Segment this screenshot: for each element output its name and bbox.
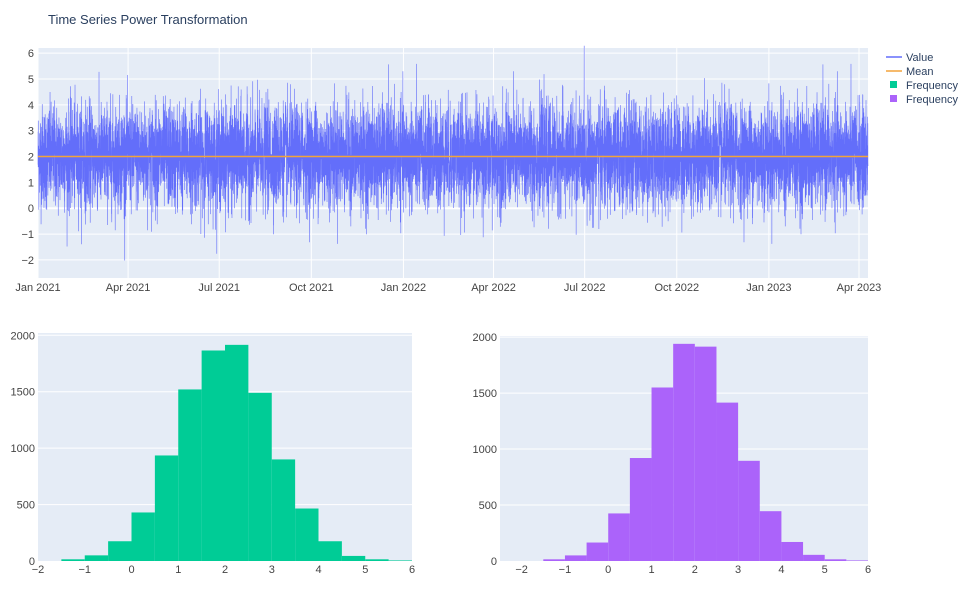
x-tick-label: 5 xyxy=(822,564,828,576)
histogram-left: 0 500 1000 1500 2000 −2 −1 0 1 2 3 4 5 6 xyxy=(11,330,416,576)
histogram-bar xyxy=(651,387,674,561)
legend-label: Frequency xyxy=(906,94,958,106)
chart-title: Time Series Power Transformation xyxy=(48,12,248,27)
histogram-bar xyxy=(295,508,319,561)
histogram-bar xyxy=(803,554,825,561)
x-tick-label: Oct 2021 xyxy=(289,282,334,294)
y-tick-label: 3 xyxy=(28,126,34,138)
x-tick-label: 2 xyxy=(692,564,698,576)
y-tick-label: 4 xyxy=(28,100,34,112)
x-tick-label: −1 xyxy=(559,564,572,576)
x-tick-label: Jan 2022 xyxy=(381,282,426,294)
y-tick-label: 2000 xyxy=(473,332,497,344)
y-tick-label: 5 xyxy=(28,74,34,86)
histogram-bar xyxy=(846,560,868,561)
y-tick-label: 6 xyxy=(28,48,34,60)
x-tick-label: 0 xyxy=(605,564,611,576)
y-tick-label: 0 xyxy=(491,556,497,568)
histogram-bar xyxy=(564,555,587,561)
legend-item: Frequency xyxy=(890,80,958,92)
x-tick-label: 6 xyxy=(865,564,871,576)
histogram-bar xyxy=(131,512,155,561)
x-tick-label: −1 xyxy=(78,564,91,576)
histogram-bar xyxy=(824,559,847,561)
histogram-bar xyxy=(586,542,609,561)
histogram-bar xyxy=(318,541,342,561)
x-tick-label: Apr 2021 xyxy=(106,282,151,294)
x-tick-label: Apr 2022 xyxy=(471,282,516,294)
legend-label: Value xyxy=(906,52,933,64)
histogram-bar xyxy=(365,559,389,561)
histogram-bar xyxy=(84,555,109,561)
y-tick-label: −2 xyxy=(21,255,34,267)
x-tick-label: 4 xyxy=(778,564,784,576)
y-tick-label: −1 xyxy=(21,229,34,241)
timeseries-plot: Jan 2021 Apr 2021 Jul 2021 Oct 2021 Jan 2022… xyxy=(15,45,882,294)
y-tick-label: 1500 xyxy=(11,387,35,399)
x-tick-label: −2 xyxy=(32,564,45,576)
histogram-bar xyxy=(341,555,366,561)
histogram-bar xyxy=(108,541,132,561)
legend-item: Mean xyxy=(886,66,934,78)
y-tick-label: 500 xyxy=(479,500,497,512)
histogram-bar xyxy=(248,392,272,561)
y-tick-label: 1000 xyxy=(473,444,497,456)
x-tick-label: 6 xyxy=(409,564,415,576)
legend-box-swatch xyxy=(890,95,897,102)
x-tick-label: 0 xyxy=(128,564,134,576)
x-tick-label: 3 xyxy=(735,564,741,576)
x-tick-label: Jan 2023 xyxy=(746,282,791,294)
legend-item: Value xyxy=(886,52,933,64)
histogram-bar xyxy=(738,460,760,561)
legend-box-swatch xyxy=(890,81,897,88)
y-tick-label: 500 xyxy=(17,500,35,512)
x-tick-label: Oct 2022 xyxy=(654,282,699,294)
histogram-right: 0 500 1000 1500 2000 −2 −1 0 1 2 3 4 5 6 xyxy=(473,332,872,576)
histogram-bar xyxy=(271,459,296,561)
y-tick-label: 2000 xyxy=(11,330,35,342)
histogram-bar xyxy=(154,455,179,561)
histogram-bar xyxy=(388,560,412,561)
histogram-bar xyxy=(178,389,202,561)
x-tick-label: −2 xyxy=(515,564,528,576)
histogram-bar xyxy=(781,541,804,561)
y-tick-label: 1 xyxy=(28,177,34,189)
x-tick-label: 5 xyxy=(362,564,368,576)
histogram-bar xyxy=(201,350,225,561)
histogram-bar xyxy=(543,559,565,561)
legend-label: Frequency xyxy=(906,80,958,92)
histogram-bar xyxy=(61,559,85,561)
histogram-bar xyxy=(673,343,695,561)
legend-item: Frequency xyxy=(890,94,958,106)
x-tick-label: 4 xyxy=(315,564,321,576)
x-tick-label: 1 xyxy=(175,564,181,576)
x-tick-label: Jan 2021 xyxy=(15,282,60,294)
y-tick-label: 2 xyxy=(28,152,34,164)
y-tick-label: 0 xyxy=(28,203,34,215)
histogram-bar xyxy=(694,346,717,561)
histogram-bar xyxy=(608,513,630,561)
histogram-bar xyxy=(716,402,739,561)
x-tick-label: 3 xyxy=(269,564,275,576)
y-tick-label: 0 xyxy=(29,556,35,568)
x-tick-label: 2 xyxy=(222,564,228,576)
y-tick-label: 1000 xyxy=(11,443,35,455)
x-tick-label: Apr 2023 xyxy=(837,282,882,294)
x-tick-label: 1 xyxy=(648,564,654,576)
x-tick-label: Jul 2022 xyxy=(564,282,606,294)
y-tick-label: 1500 xyxy=(473,388,497,400)
legend: Value Mean Frequency Frequency xyxy=(886,52,958,106)
legend-label: Mean xyxy=(906,66,934,78)
value-series-line xyxy=(37,45,869,261)
x-tick-label: Jul 2021 xyxy=(198,282,240,294)
histogram-bar xyxy=(225,344,249,561)
histogram-bar xyxy=(759,511,782,561)
histogram-bar xyxy=(629,458,652,561)
